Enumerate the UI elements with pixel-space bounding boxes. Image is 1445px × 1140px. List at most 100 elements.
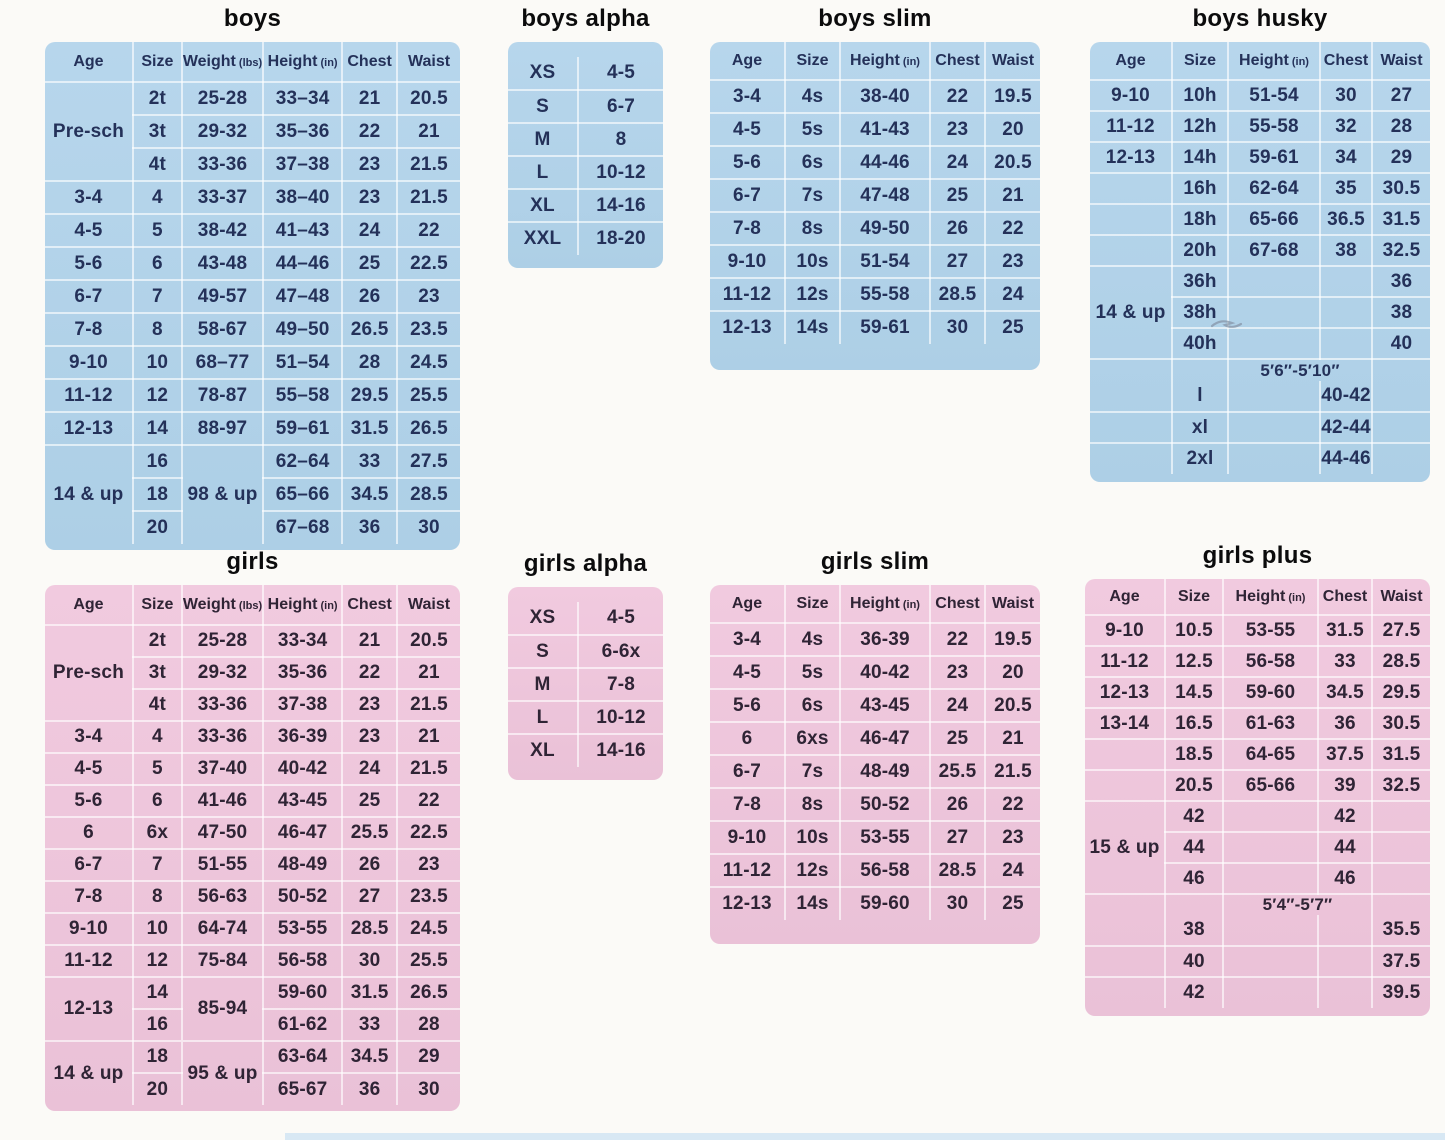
cell: 62-64 — [1228, 173, 1321, 205]
cell: 21 — [397, 721, 460, 754]
column-header: Height (in) — [263, 585, 344, 626]
column-header: Size — [1172, 42, 1229, 81]
table-row: 6 6xs 46-47 25 21 — [710, 722, 1040, 756]
table-row: l 40-42 — [1090, 381, 1430, 413]
cell: 61-62 — [263, 1009, 344, 1042]
cell: 39 — [1318, 770, 1373, 802]
cell — [1320, 266, 1373, 298]
column-header: Waist — [985, 585, 1040, 624]
cell: 6xs — [785, 722, 841, 756]
cell: 5′4″-5′7″ — [1223, 894, 1373, 915]
cell: 48-49 — [263, 849, 344, 882]
cell: 41-46 — [181, 785, 265, 818]
cell: 6 — [45, 817, 134, 850]
column-header: Chest — [1318, 579, 1373, 616]
cell: 55-58 — [840, 278, 931, 312]
table-row: 14 & up 18 95 & up 63-64 34.5 29 — [45, 1041, 460, 1105]
section-girls-slim: girls slim Age Size Height (in) Chest Waist 3… — [710, 548, 1040, 944]
cell — [1172, 359, 1229, 381]
cell: 27 — [342, 881, 399, 914]
cell: 24 — [342, 753, 399, 786]
cell: 14.5 — [1165, 677, 1224, 709]
cell: 18.5 — [1165, 739, 1224, 771]
cell: 24.5 — [397, 346, 460, 380]
table-row: 16 61-62 33 28 — [45, 1009, 460, 1042]
cell: 23 — [985, 821, 1040, 855]
cell: 11-12 — [1090, 111, 1173, 143]
cell: 68–77 — [181, 346, 265, 380]
cell: 5s — [785, 656, 841, 690]
table-row: 20.5 65-66 39 32.5 — [1085, 770, 1430, 802]
cell: 14s — [785, 887, 841, 920]
cell: 33 — [342, 1009, 399, 1042]
cell: 59-61 — [1228, 142, 1321, 174]
cell: 30 — [1320, 80, 1373, 112]
table-row: 11-12 12 78-87 55–58 29.5 25.5 — [45, 379, 460, 413]
cell: 6-7 — [45, 849, 134, 882]
cell: 34.5 — [342, 478, 399, 512]
cell: 18h — [1172, 204, 1229, 236]
cell: 3t — [132, 115, 183, 149]
column-header: Height (in) — [1223, 579, 1319, 616]
cell: 67-68 — [1228, 235, 1321, 267]
table-row: 13-14 16.5 61-63 36 30.5 — [1085, 708, 1430, 740]
cell: 25.5 — [342, 817, 399, 850]
cell: 23 — [342, 721, 399, 754]
girls-plus-size-table: Age Size Height (in) Chest Waist 9-10 10.5 53-5… — [1085, 579, 1430, 1008]
table-row: 9-10 10 68–77 51–54 28 24.5 — [45, 346, 460, 380]
cell: 56-58 — [263, 945, 344, 978]
cell: 22 — [342, 657, 399, 690]
cell: XS — [508, 602, 579, 636]
boys-slim-table-panel: Age Size Height (in) Chest Waist 3-4 4s 38-40 22… — [710, 42, 1040, 370]
cell: 4 — [132, 181, 183, 215]
pen-mark-icon — [1210, 320, 1243, 328]
cell: 59-60 — [1223, 677, 1319, 709]
table-row: 9-10 10h 51-54 30 27 — [1090, 80, 1430, 112]
table-row: 9-10 10 64-74 53-55 28.5 24.5 — [45, 913, 460, 946]
cell: 29 — [1372, 142, 1430, 174]
cell: 24.5 — [397, 913, 460, 946]
cell: 21 — [985, 722, 1040, 756]
cell: 37.5 — [1318, 739, 1373, 771]
column-header: Chest — [342, 585, 399, 626]
table-row: 12-13 14 88-97 59–61 31.5 26.5 — [45, 412, 460, 446]
cell: 25-28 — [181, 625, 265, 658]
header-row: Age Size Weight (lbs) Height (in) Chest Waist — [45, 585, 460, 626]
cell: 37–38 — [263, 148, 344, 182]
cell: 53-55 — [1223, 615, 1319, 647]
cell: 19.5 — [985, 623, 1040, 657]
cell — [1372, 359, 1430, 381]
cell: 38 — [1320, 235, 1373, 267]
cell: 14 & up — [45, 445, 134, 544]
cell: 9-10 — [1090, 80, 1173, 112]
table-row: 4-5 5s 41-43 23 20 — [710, 113, 1040, 147]
table-row: 4t 33-36 37-38 23 21.5 — [45, 689, 460, 722]
girls-alpha-table-panel: XS 4-5 S 6-6x M 7-8 L 10-12 XL 14-16 — [508, 587, 663, 780]
cell: 8s — [785, 788, 841, 822]
cell: XL — [508, 734, 579, 767]
table-row: 12-13 14s 59-61 30 25 — [710, 311, 1040, 344]
cell: 78-87 — [181, 379, 265, 413]
cell: 23 — [930, 656, 986, 690]
cell: 20.5 — [985, 146, 1040, 180]
cell — [1165, 894, 1224, 915]
cell: 36-39 — [840, 623, 931, 657]
table-row: XS 4-5 — [508, 57, 663, 91]
cell: 42 — [1318, 801, 1373, 833]
table-row: 38h 38 — [1090, 297, 1430, 329]
table-row: 4-5 5 37-40 40-42 24 21.5 — [45, 753, 460, 786]
cell: 6-7 — [578, 90, 663, 124]
cell: xl — [1172, 412, 1229, 444]
cell: 51-55 — [181, 849, 265, 882]
cell: 25 — [342, 785, 399, 818]
table-row: 6-7 7s 48-49 25.5 21.5 — [710, 755, 1040, 789]
cell: 22 — [985, 788, 1040, 822]
column-header: Chest — [930, 585, 986, 624]
cell: 6-6x — [578, 635, 663, 669]
cell: 5-6 — [45, 785, 134, 818]
cell: 46-47 — [263, 817, 344, 850]
cell: 28 — [342, 346, 399, 380]
cell: 31.5 — [342, 412, 399, 446]
cell: 85-94 — [181, 977, 265, 1042]
unit-label: (lbs) — [235, 56, 263, 69]
